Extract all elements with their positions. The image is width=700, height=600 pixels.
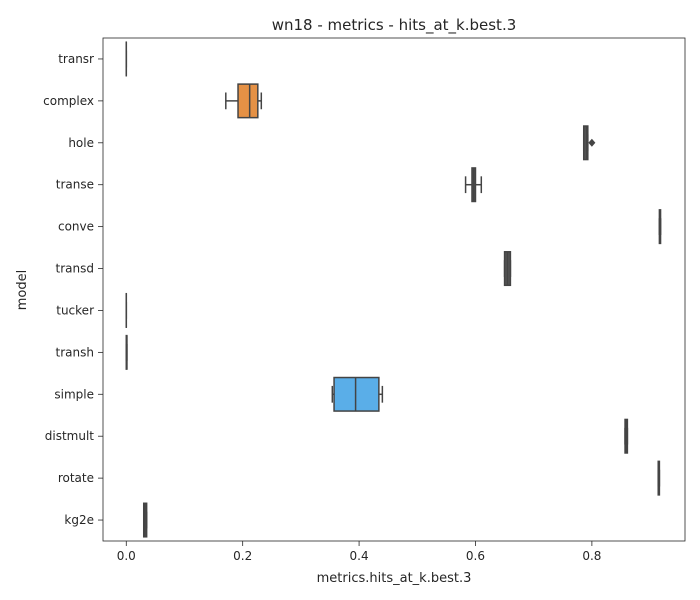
boxes-layer	[125, 41, 662, 538]
y-tick-label-transr: transr	[58, 52, 94, 66]
box-transh	[125, 334, 128, 370]
y-tick-label-complex: complex	[43, 94, 94, 108]
box-rotate	[657, 460, 661, 496]
box-simple	[331, 376, 384, 412]
y-tick-label-transh: transh	[56, 345, 94, 359]
x-axis: 0.0 0.2 0.4 0.6 0.8	[117, 541, 601, 563]
y-tick-label-transe: transe	[56, 178, 94, 192]
y-axis: transr complex hole transe conve transd tucker…	[43, 52, 103, 527]
y-tick-label-conve: conve	[58, 220, 94, 234]
x-tick-label: 0.2	[233, 549, 252, 563]
y-tick-label-tucker: tucker	[56, 303, 94, 317]
x-tick-label: 0.6	[466, 549, 485, 563]
y-tick-label-transd: transd	[56, 262, 94, 276]
y-tick-label-hole: hole	[68, 136, 94, 150]
outlier-marker	[588, 138, 596, 147]
plot-frame	[102, 37, 686, 542]
y-tick-label-rotate: rotate	[58, 471, 94, 485]
chart-title: wn18 - metrics - hits_at_k.best.3	[272, 16, 517, 35]
box-transe	[464, 167, 483, 203]
x-tick-label: 0.0	[117, 549, 136, 563]
y-axis-label: model	[15, 270, 30, 310]
y-tick-label-kg2e: kg2e	[64, 513, 94, 527]
box-conve	[658, 209, 662, 245]
iqr-box	[582, 125, 589, 161]
iqr-box	[237, 83, 259, 119]
box-transd	[503, 251, 512, 287]
box-distmult	[624, 418, 629, 454]
x-tick-label: 0.8	[582, 549, 601, 563]
box-complex	[225, 83, 263, 119]
y-tick-label-simple: simple	[54, 387, 94, 401]
box-hole	[582, 125, 596, 161]
box-kg2e	[142, 502, 148, 538]
x-tick-label: 0.4	[350, 549, 369, 563]
x-axis-label: metrics.hits_at_k.best.3	[317, 571, 472, 586]
iqr-box	[333, 376, 380, 412]
y-tick-label-distmult: distmult	[45, 429, 95, 443]
